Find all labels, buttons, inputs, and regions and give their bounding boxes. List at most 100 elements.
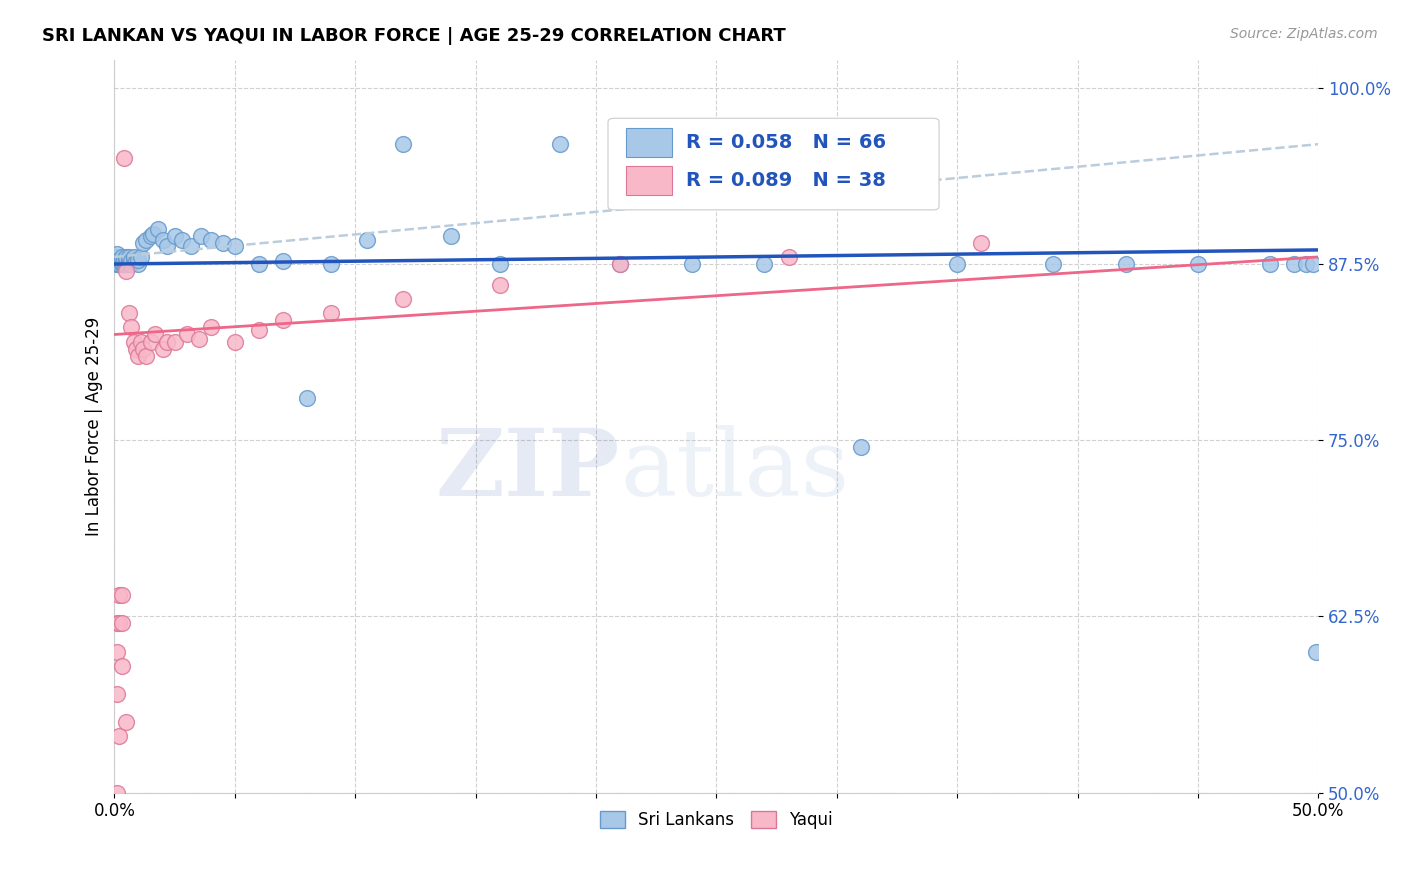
Text: Source: ZipAtlas.com: Source: ZipAtlas.com [1230,27,1378,41]
Point [488,257,510,271]
Point [105,616,128,631]
Point [127,257,149,271]
Point [1302,257,1324,271]
Point [112,254,135,268]
Point [170,233,193,247]
Point [849,440,872,454]
Point [105,257,128,271]
Point [156,334,179,349]
Text: R = 0.058   N = 66: R = 0.058 N = 66 [686,133,886,152]
Point [295,391,318,405]
Point [115,252,138,267]
Point [319,306,342,320]
Point [125,254,148,268]
Point [1305,645,1327,659]
Point [122,252,145,267]
FancyBboxPatch shape [626,166,672,195]
Point [127,349,149,363]
Point [247,257,270,271]
Point [105,255,128,269]
Point [115,257,138,271]
Point [139,228,162,243]
Text: SRI LANKAN VS YAQUI IN LABOR FORCE | AGE 25-29 CORRELATION CHART: SRI LANKAN VS YAQUI IN LABOR FORCE | AGE… [42,27,786,45]
Point [111,257,134,271]
Point [120,257,142,271]
Point [108,252,131,267]
Point [224,238,246,252]
Point [129,334,152,349]
Point [105,250,128,264]
Point [970,235,993,250]
Point [105,645,128,659]
Point [180,238,202,252]
Point [120,320,142,334]
Point [163,334,186,349]
Point [127,252,149,267]
Point [118,257,141,271]
Point [156,238,179,252]
Point [392,292,415,306]
Point [108,257,131,271]
Point [142,227,165,242]
Point [111,616,134,631]
Point [1187,257,1209,271]
Point [1115,257,1137,271]
Point [1295,257,1317,271]
Point [112,151,135,165]
Point [118,252,141,267]
Point [211,235,233,250]
Point [163,228,186,243]
Point [118,306,141,320]
FancyBboxPatch shape [607,119,939,210]
Point [152,342,174,356]
Point [108,729,131,743]
Point [146,221,169,235]
Point [135,349,157,363]
Point [247,323,270,337]
Point [609,257,631,271]
Point [115,264,138,278]
Point [108,588,131,602]
Point [392,137,415,152]
Point [176,327,198,342]
Point [115,250,138,264]
Point [200,233,222,247]
Point [108,257,131,271]
Text: R = 0.089   N = 38: R = 0.089 N = 38 [686,171,886,190]
Point [143,327,166,342]
Point [108,254,131,268]
Point [319,257,342,271]
Point [111,658,134,673]
Point [152,233,174,247]
Point [111,588,134,602]
Point [118,250,141,264]
Text: atlas: atlas [620,425,849,515]
Point [108,616,131,631]
Point [754,257,776,271]
Point [105,786,128,800]
Point [122,334,145,349]
Point [946,257,969,271]
Point [271,313,294,327]
Point [135,233,157,247]
Point [125,342,148,356]
Point [681,257,703,271]
Point [488,278,510,293]
Point [271,254,294,268]
Point [132,342,155,356]
Point [118,255,141,269]
Point [129,250,152,264]
Point [105,257,128,271]
Point [111,255,134,269]
Point [190,228,212,243]
Point [1282,257,1305,271]
Text: ZIP: ZIP [436,425,620,515]
Legend: Sri Lankans, Yaqui: Sri Lankans, Yaqui [593,804,839,836]
FancyBboxPatch shape [626,128,672,157]
Point [132,235,155,250]
Point [1258,257,1281,271]
Point [105,247,128,261]
Point [1042,257,1064,271]
Point [200,320,222,334]
Point [609,257,631,271]
